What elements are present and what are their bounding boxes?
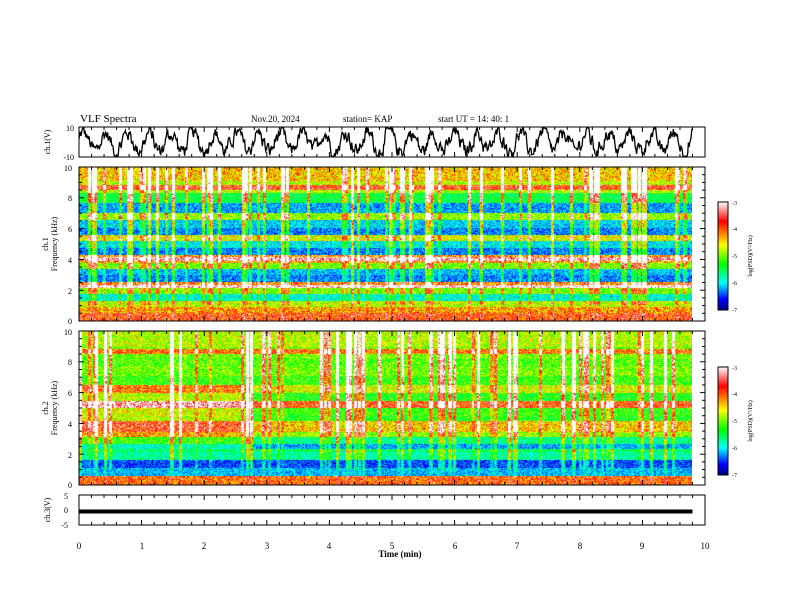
spec2-channel-label: ch.2 — [41, 401, 50, 415]
xtick-7: 7 — [515, 541, 520, 551]
spec2-ytick-4: 4 — [68, 420, 72, 429]
station-label: station= KAP — [343, 114, 392, 124]
colorbar-2-frame — [717, 366, 729, 476]
spectrogram-ch2-panel: 0 2 4 6 8 10 ch.2 Frequency (kHz) -3 -4 … — [41, 328, 754, 490]
ch3-ytick-m5: -5 — [61, 521, 68, 530]
spec2-ytick-0: 0 — [68, 481, 72, 490]
time-axis-labels: 0 1 2 3 4 5 6 7 8 9 10 Time (min) — [77, 541, 710, 559]
colorbar-2-label: log(PSD)(V²/Hz) — [747, 400, 754, 441]
spec1-channel-label: ch.1 — [41, 237, 50, 251]
cbar2-tick-m7: -7 — [732, 473, 737, 479]
cbar1-tick-m4: -4 — [732, 227, 737, 233]
spec2-ytick-6: 6 — [68, 389, 72, 398]
spec1-ytick-0: 0 — [68, 317, 72, 326]
time-axis-ticks — [78, 127, 706, 525]
figure-title: VLF Spectra — [80, 113, 137, 125]
cbar2-tick-m6: -6 — [732, 446, 737, 452]
spec2-ytick-8: 8 — [68, 358, 72, 367]
spec1-ytick-4: 4 — [68, 256, 72, 265]
xtick-5: 5 — [390, 541, 395, 551]
cbar2-tick-m3: -3 — [732, 366, 737, 372]
xtick-9: 9 — [640, 541, 645, 551]
spectrogram-ch2-heatmap — [79, 331, 692, 485]
colorbar-1-gradient — [718, 202, 728, 310]
spec2-ylabel: Frequency (kHz) — [50, 380, 59, 435]
x-axis-label: Time (min) — [378, 549, 421, 559]
ch3-signal-bar — [79, 509, 693, 514]
xtick-2: 2 — [202, 541, 207, 551]
cbar1-tick-m7: -7 — [732, 308, 737, 314]
cbar2-tick-m4: -4 — [732, 392, 737, 398]
spec1-ytick-10: 10 — [64, 164, 72, 173]
xtick-1: 1 — [140, 541, 145, 551]
xtick-0: 0 — [77, 541, 82, 551]
spec2-ytick-10: 10 — [64, 328, 72, 337]
ch3-ylabel: ch.3(V) — [43, 497, 52, 522]
cbar2-tick-m5: -5 — [732, 419, 737, 425]
start-time-label: start UT = 14: 40: 1 — [438, 114, 509, 124]
xtick-8: 8 — [578, 541, 583, 551]
ch1-ylabel: ch.1(V) — [43, 129, 52, 154]
spec1-ytick-6: 6 — [68, 225, 72, 234]
ch3-ytick-5: 5 — [64, 492, 68, 501]
spectrogram-ch1-heatmap — [79, 167, 692, 321]
ch1-waveform-line — [78, 125, 693, 159]
cbar1-tick-m3: -3 — [732, 201, 737, 207]
cbar1-tick-m5: -5 — [732, 254, 737, 260]
spec1-ytick-8: 8 — [68, 194, 72, 203]
colorbar-1-label: log(PSD)(V²/Hz) — [747, 235, 754, 276]
date-label: Nov.20, 2024 — [251, 114, 300, 124]
xtick-10: 10 — [701, 541, 711, 551]
ch1-ytick-top: 10 — [66, 124, 74, 133]
spec1-ylabel: Frequency (kHz) — [50, 216, 59, 271]
ch3-panel: 5 0 -5 ch.3(V) — [43, 492, 706, 530]
cbar1-tick-m6: -6 — [732, 281, 737, 287]
spec2-ytick-2: 2 — [68, 451, 72, 460]
colorbar-2-gradient — [718, 367, 728, 475]
colorbar-1-frame — [717, 201, 729, 311]
spec1-ytick-2: 2 — [68, 287, 72, 296]
ch1-ytick-bottom: -10 — [63, 153, 74, 162]
spectrogram-ch1-panel: 0 2 4 6 8 10 ch.1 Frequency (kHz) -3 -4 … — [41, 164, 754, 326]
xtick-4: 4 — [327, 541, 332, 551]
xtick-6: 6 — [453, 541, 458, 551]
ch3-ytick-0: 0 — [64, 506, 68, 515]
ch1-panel: 10 -10 ch.1(V) — [43, 124, 706, 162]
xtick-3: 3 — [265, 541, 270, 551]
